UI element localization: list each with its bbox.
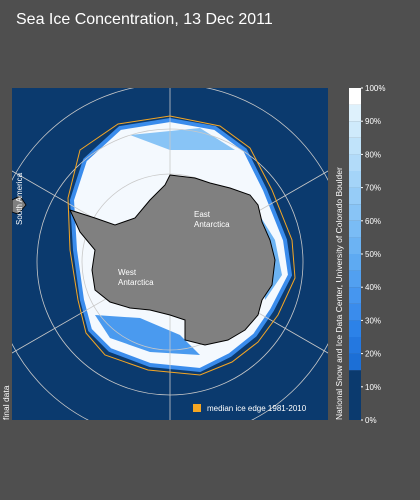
colorbar-band (349, 337, 361, 354)
colorbar-tick-label: 10% (365, 383, 381, 392)
colorbar-tick-label: 100% (365, 84, 385, 93)
colorbar-band (349, 121, 361, 138)
colorbar-band (349, 104, 361, 122)
colorbar-tick-label: 20% (365, 350, 381, 359)
side-note: final data (1, 385, 11, 420)
colorbar-band (349, 270, 361, 288)
colorbar-band (349, 353, 361, 371)
colorbar-band (349, 187, 361, 205)
colorbar-band (349, 370, 361, 420)
south-america-label: South America (15, 172, 24, 225)
colorbar-band (349, 154, 361, 171)
colorbar-tick-label: 70% (365, 184, 381, 193)
south-america-land (12, 195, 27, 215)
median-ice-edge (67, 115, 296, 376)
colorbar-band (349, 303, 361, 321)
colorbar-band (349, 287, 361, 304)
colorbar-band (349, 320, 361, 337)
colorbar-tick-label: 50% (365, 250, 381, 259)
legend-swatch (193, 404, 201, 412)
label-line: East (194, 210, 211, 219)
antarctica (69, 174, 276, 346)
label-line: West (118, 268, 137, 277)
colorbar-tick-label: 40% (365, 283, 381, 292)
colorbar-band (349, 88, 361, 105)
colorbar-tick-label: 60% (365, 217, 381, 226)
label-line: Antarctica (194, 220, 230, 229)
region-label: West Antarctica (118, 268, 154, 287)
title: Sea Ice Concentration, 13 Dec 2011 (16, 11, 273, 28)
colorbar-tick-label: 30% (365, 316, 381, 325)
colorbar: 0% 10% 20% 30% 40% 50% 60% 70% 80% 90% 100% (349, 84, 385, 425)
ice-patch (130, 128, 235, 150)
colorbar-tick-label: 80% (365, 150, 381, 159)
colorbar-tick-label: 0% (365, 416, 377, 425)
colorbar-band (349, 254, 361, 271)
colorbar-band (349, 220, 361, 238)
colorbar-band (349, 171, 361, 188)
label-line: Antarctica (118, 278, 154, 287)
region-label: East Antarctica (194, 210, 230, 229)
colorbar-tick-label: 90% (365, 117, 381, 126)
colorbar-band (349, 204, 361, 221)
ice-patch (95, 315, 200, 355)
colorbar-band (349, 237, 361, 254)
legend-label: median ice edge 1981-2010 (207, 404, 307, 413)
credit: National Snow and Ice Data Center, Unive… (334, 167, 344, 420)
colorbar-band (349, 137, 361, 155)
